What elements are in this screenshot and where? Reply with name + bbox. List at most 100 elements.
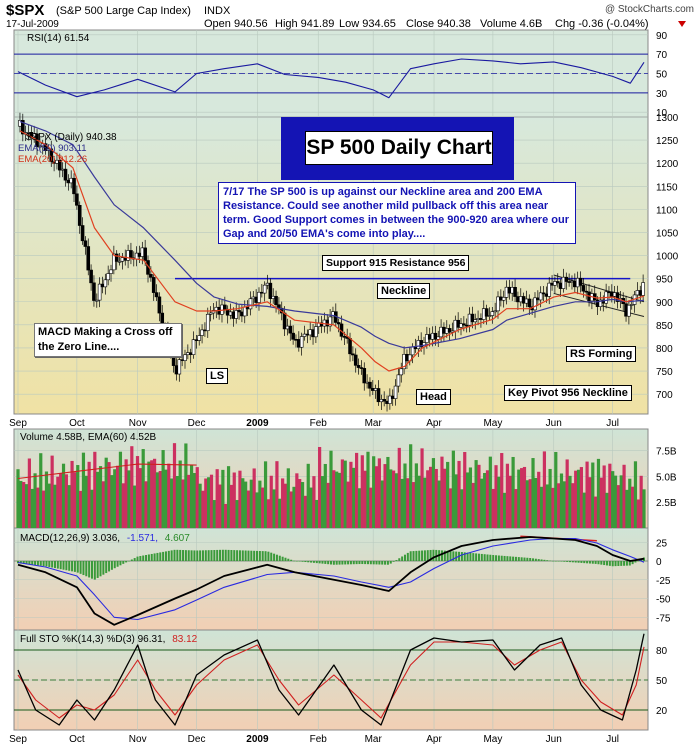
candle-body [561, 276, 566, 289]
macd-hist-bar [258, 550, 261, 561]
macd-hist-bar [244, 550, 247, 561]
candle-body [38, 145, 42, 148]
volume-bar [633, 461, 638, 528]
macd-hist-bar [207, 550, 210, 561]
macd-hist-bar [631, 561, 634, 565]
volume-bar [357, 488, 362, 528]
macd-hist-bar [187, 550, 190, 561]
candle-body [527, 298, 532, 308]
macd-hist-bar [625, 561, 628, 566]
macd-hist-bar [603, 561, 606, 566]
macd-hist-bar [423, 550, 426, 561]
volume-bar [73, 472, 77, 528]
volume-bar [576, 469, 581, 528]
macd-hist-bar [293, 560, 296, 562]
volume-bar [622, 464, 626, 528]
macd-hist-bar [315, 561, 318, 564]
macd-hist-bar [600, 561, 603, 565]
volume-bar [426, 470, 430, 528]
macd-hist-bar [167, 550, 170, 561]
y-tick-label: 30 [656, 89, 668, 100]
volume-bar [167, 463, 171, 528]
low-value: Low 934.65 [339, 18, 396, 30]
y-tick-label: 800 [656, 344, 673, 355]
volume-bar [30, 488, 34, 528]
y-tick-label: 50 [656, 70, 668, 81]
macd-legend-signal: -1.571, [127, 533, 158, 544]
x-tick-label: Nov [129, 418, 147, 429]
candle-body [399, 368, 404, 376]
volume-bar [588, 477, 592, 528]
title-banner: SP 500 Daily Chart [281, 117, 514, 180]
macd-hist-bar [489, 554, 492, 561]
candle-body [351, 353, 355, 356]
candle-body [97, 283, 102, 301]
volume-bar [212, 500, 216, 528]
volume-bar [238, 470, 242, 528]
volume-bar [343, 460, 347, 528]
macd-hist-bar [216, 549, 219, 561]
volume-bar [562, 481, 566, 528]
volume-bar [76, 465, 80, 528]
volume-bar [207, 477, 211, 528]
macd-hist-bar [287, 558, 290, 561]
volume-bar [144, 481, 148, 528]
candle-body [157, 296, 162, 314]
macd-hist-bar [611, 561, 614, 567]
candle-body [396, 374, 401, 387]
volume-bar [411, 482, 416, 528]
head-label: Head [416, 389, 451, 405]
macd-hist-bar [256, 550, 259, 561]
macd-hist-bar [429, 549, 432, 561]
macd-hist-bar [119, 561, 122, 566]
volume-bar [494, 465, 498, 528]
candle-body [288, 325, 293, 334]
volume-bar [474, 460, 478, 528]
macd-hist-bar [22, 561, 25, 564]
macd-hist-bar [170, 550, 173, 561]
macd-hist-bar [426, 550, 429, 561]
macd-hist-bar [506, 556, 509, 561]
macd-hist-bar [275, 554, 278, 561]
x-tick-label: May [483, 734, 502, 745]
candle-body [114, 253, 119, 262]
candle-body [94, 299, 99, 302]
candle-body [299, 336, 304, 348]
volume-bar [483, 472, 487, 528]
macd-hist-bar [162, 551, 165, 561]
volume-bar [272, 489, 276, 528]
candle-body [200, 329, 204, 336]
volume-bar [383, 464, 387, 528]
macd-hist-bar [497, 555, 500, 561]
candle-body [257, 291, 261, 303]
sto-k-line [17, 633, 645, 726]
volume-bar [315, 499, 319, 528]
candle-body [86, 246, 91, 271]
volume-bar [107, 462, 111, 528]
macd-hist-bar [307, 561, 310, 563]
volume-bar [534, 477, 538, 528]
volume-bar [397, 447, 401, 528]
volume-value: Volume 4.6B [480, 18, 542, 30]
candle-body [487, 315, 492, 317]
volume-bar [528, 479, 532, 528]
volume-bar [355, 452, 359, 528]
volume-bar [56, 476, 60, 528]
macd-hist-bar [133, 558, 136, 561]
y-tick-label: 1250 [656, 136, 679, 147]
volume-bar [488, 456, 492, 528]
macd-hist-bar [278, 555, 281, 561]
volume-bar [625, 489, 629, 528]
volume-bar [443, 468, 447, 528]
macd-hist-bar [475, 553, 478, 561]
macd-hist-bar [130, 559, 133, 561]
macd-hist-bar [566, 561, 569, 562]
exchange: INDX [204, 5, 231, 17]
macd-hist-bar [421, 550, 424, 561]
macd-hist-bar [176, 549, 179, 561]
x-tick-label: Oct [69, 418, 85, 429]
macd-hist-bar [369, 561, 372, 565]
macd-hist-bar [301, 561, 304, 562]
candle-body [362, 368, 367, 384]
